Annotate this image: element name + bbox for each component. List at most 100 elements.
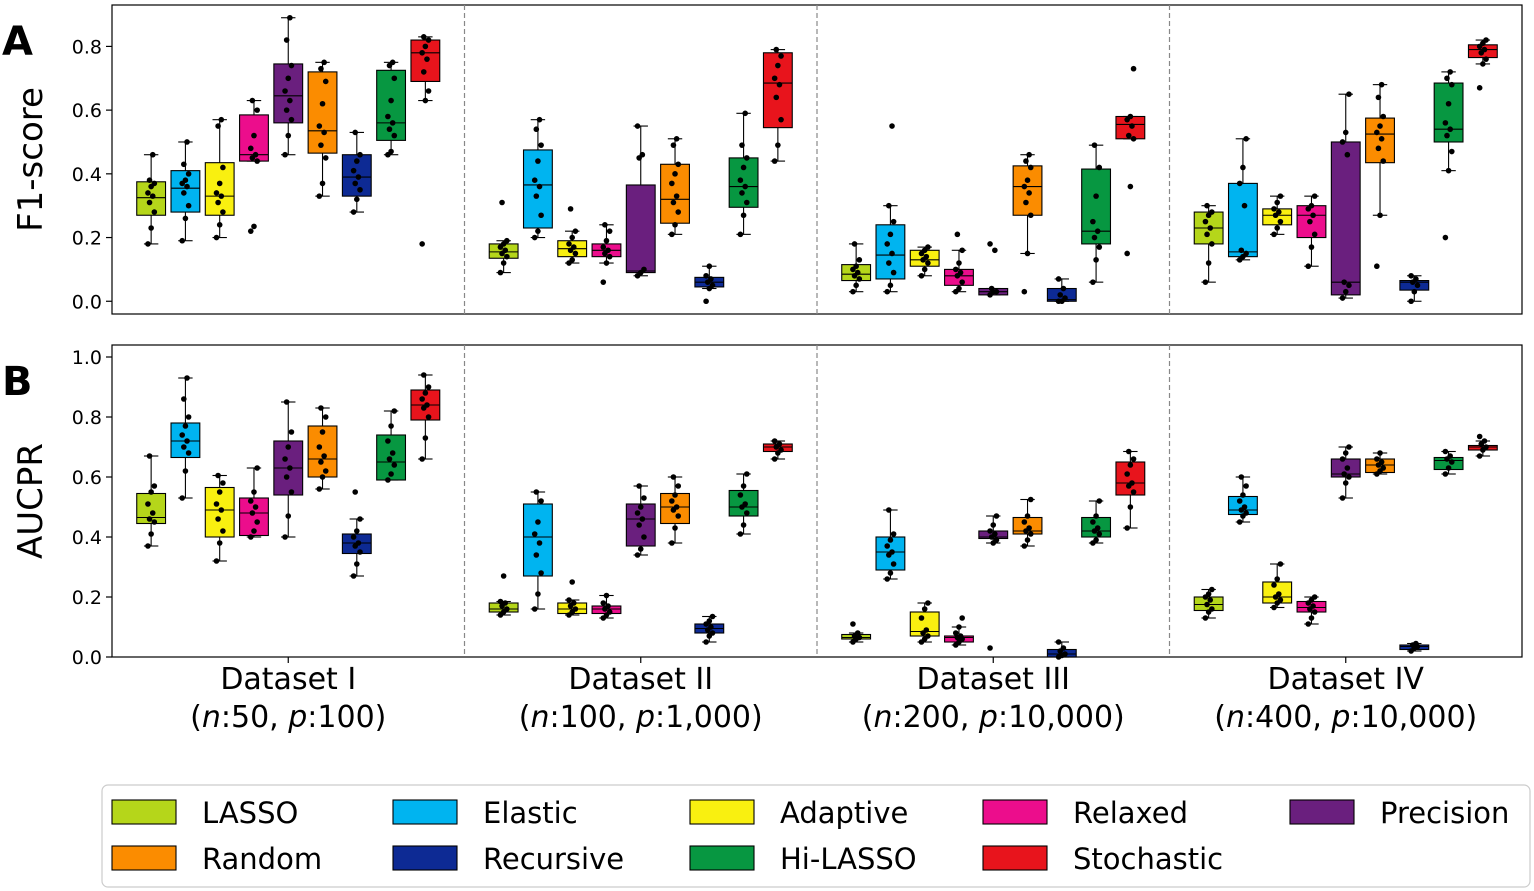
- data-point: [1271, 206, 1277, 212]
- data-point: [218, 116, 225, 123]
- data-point: [247, 498, 254, 504]
- box-elastic: [1227, 474, 1258, 525]
- data-point: [1207, 597, 1214, 603]
- data-point: [322, 468, 329, 474]
- box-body: [204, 162, 235, 216]
- y-axis-label: F1-score: [11, 87, 51, 232]
- data-point: [352, 489, 359, 495]
- data-point: [603, 592, 610, 599]
- data-point: [886, 507, 892, 513]
- data-point: [145, 501, 151, 507]
- data-point: [504, 606, 510, 612]
- data-point: [318, 459, 324, 465]
- data-point: [1026, 190, 1032, 196]
- box-adaptive: [1262, 561, 1293, 611]
- data-point: [637, 546, 644, 552]
- data-point: [851, 241, 858, 247]
- data-point: [535, 228, 541, 234]
- data-point: [318, 142, 324, 148]
- data-point: [636, 522, 642, 528]
- y-tick-label: 0.0: [72, 291, 102, 313]
- data-point: [500, 573, 507, 579]
- data-point: [247, 228, 254, 234]
- data-point: [775, 142, 781, 148]
- data-point: [957, 269, 964, 276]
- data-point: [1476, 85, 1483, 91]
- data-point: [1346, 91, 1352, 97]
- box-hi-lasso: [1433, 69, 1464, 241]
- data-point: [889, 123, 895, 129]
- data-point: [602, 222, 608, 228]
- box-random: [1365, 81, 1395, 270]
- data-point: [773, 94, 780, 101]
- box-relaxed: [239, 465, 269, 540]
- y-tick-label: 0.2: [72, 587, 102, 609]
- data-point: [1236, 498, 1243, 504]
- box-recursive: [1399, 272, 1430, 305]
- data-point: [252, 151, 259, 158]
- data-point: [606, 253, 613, 260]
- data-point: [354, 561, 360, 567]
- data-point: [921, 266, 928, 273]
- data-point: [739, 190, 745, 196]
- data-point: [1413, 276, 1419, 282]
- data-point: [569, 234, 575, 241]
- box-precision: [625, 123, 656, 279]
- data-point: [737, 531, 744, 537]
- data-point: [887, 537, 894, 543]
- data-point: [1024, 537, 1031, 543]
- data-point: [357, 186, 363, 193]
- data-point: [148, 489, 154, 495]
- data-point: [181, 444, 187, 450]
- data-point: [669, 231, 675, 238]
- data-point: [425, 37, 432, 43]
- data-point: [743, 155, 750, 161]
- data-point: [251, 223, 257, 230]
- data-point: [1021, 183, 1028, 190]
- data-point: [993, 537, 1000, 543]
- data-point: [1411, 288, 1418, 295]
- data-point: [1240, 164, 1246, 171]
- data-point: [184, 375, 190, 381]
- data-point: [391, 462, 398, 468]
- data-point: [886, 260, 892, 266]
- data-point: [285, 75, 292, 82]
- data-point: [1346, 474, 1352, 480]
- data-point: [569, 257, 575, 263]
- data-point: [1027, 496, 1034, 503]
- data-point: [285, 132, 292, 139]
- data-point: [504, 237, 510, 244]
- data-point: [531, 234, 538, 241]
- data-point: [1445, 167, 1452, 174]
- data-point: [179, 432, 186, 438]
- data-point: [1271, 582, 1277, 588]
- data-point: [1124, 525, 1130, 531]
- box-body: [1227, 182, 1258, 258]
- data-point: [886, 202, 892, 209]
- data-point: [252, 504, 259, 510]
- legend-swatch: [111, 845, 177, 871]
- data-point: [669, 540, 675, 546]
- data-point: [218, 507, 225, 513]
- data-point: [1094, 525, 1101, 531]
- data-point: [1209, 586, 1215, 593]
- data-point: [254, 107, 260, 113]
- data-point: [1125, 448, 1132, 455]
- box-precision: [978, 241, 1009, 298]
- data-point: [1308, 202, 1315, 209]
- data-point: [890, 561, 897, 567]
- data-point: [1027, 212, 1034, 219]
- data-point: [216, 222, 223, 228]
- box-random: [1365, 450, 1395, 477]
- box-lasso: [488, 573, 519, 618]
- data-point: [354, 196, 360, 203]
- data-point: [145, 543, 151, 549]
- data-point: [149, 193, 156, 199]
- data-point: [288, 489, 295, 495]
- data-point: [288, 116, 295, 123]
- data-point: [316, 123, 323, 129]
- box-relaxed: [944, 615, 974, 648]
- data-point: [182, 215, 189, 222]
- data-point: [706, 618, 713, 624]
- data-point: [672, 525, 678, 531]
